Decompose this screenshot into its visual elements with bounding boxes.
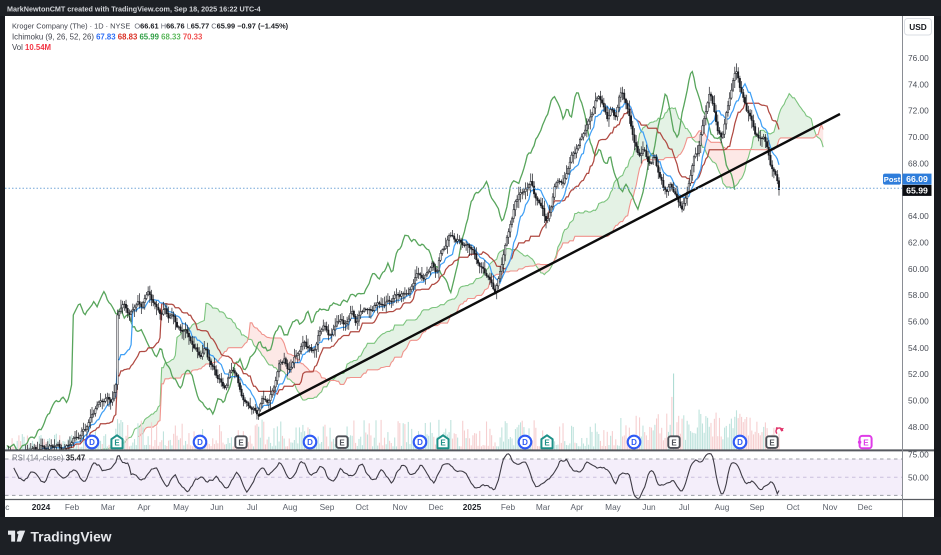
svg-text:76.00: 76.00	[908, 53, 929, 63]
svg-text:Nov: Nov	[393, 502, 409, 512]
svg-text:70.00: 70.00	[908, 132, 929, 142]
svg-text:D: D	[631, 438, 637, 447]
svg-text:E: E	[339, 439, 345, 448]
svg-text:Apr: Apr	[138, 502, 151, 512]
svg-text:52.00: 52.00	[908, 369, 929, 379]
svg-text:Sep: Sep	[750, 502, 765, 512]
svg-text:E: E	[238, 439, 244, 448]
svg-text:Apr: Apr	[571, 502, 584, 512]
svg-text:75.00: 75.00	[908, 450, 929, 460]
svg-text:D: D	[197, 438, 203, 447]
svg-text:D: D	[89, 438, 95, 447]
svg-text:48.00: 48.00	[908, 422, 929, 432]
svg-text:74.00: 74.00	[908, 79, 929, 89]
svg-text:E: E	[863, 438, 869, 447]
svg-text:E: E	[440, 439, 446, 448]
svg-text:Oct: Oct	[787, 502, 801, 512]
svg-text:D: D	[522, 438, 528, 447]
svg-text:May: May	[173, 502, 190, 512]
svg-text:Vol 10.54M: Vol 10.54M	[12, 43, 51, 52]
svg-text:Feb: Feb	[501, 502, 516, 512]
svg-text:64.00: 64.00	[908, 211, 929, 221]
svg-text:68.00: 68.00	[908, 158, 929, 168]
svg-text:Post: Post	[884, 175, 901, 184]
svg-text:Aug: Aug	[283, 502, 298, 512]
svg-text:65.99: 65.99	[906, 186, 928, 196]
svg-text:Nov: Nov	[823, 502, 839, 512]
svg-text:50.00: 50.00	[908, 396, 929, 406]
svg-text:2024: 2024	[32, 502, 51, 512]
svg-text:Jun: Jun	[642, 502, 656, 512]
svg-text:Jun: Jun	[210, 502, 224, 512]
svg-text:62.00: 62.00	[908, 237, 929, 247]
svg-text:E: E	[671, 439, 677, 448]
svg-text:D: D	[307, 438, 313, 447]
svg-text:TradingView: TradingView	[31, 530, 112, 545]
svg-text:Sep: Sep	[320, 502, 335, 512]
svg-text:Jul: Jul	[247, 502, 258, 512]
svg-text:72.00: 72.00	[908, 106, 929, 116]
svg-text:Dec: Dec	[429, 502, 444, 512]
svg-text:58.00: 58.00	[908, 290, 929, 300]
svg-text:USD: USD	[909, 22, 927, 32]
svg-text:2025: 2025	[463, 502, 482, 512]
svg-text:E: E	[544, 439, 550, 448]
svg-text:54.00: 54.00	[908, 343, 929, 353]
svg-text:60.00: 60.00	[908, 264, 929, 274]
svg-text:Dec: Dec	[858, 502, 873, 512]
svg-text:D: D	[737, 438, 743, 447]
svg-text:Aug: Aug	[715, 502, 730, 512]
svg-text:Feb: Feb	[65, 502, 80, 512]
svg-text:Oct: Oct	[356, 502, 370, 512]
svg-text:Mar: Mar	[101, 502, 116, 512]
svg-text:Jul: Jul	[679, 502, 690, 512]
svg-text:Kroger Company (The) · 1D · NY: Kroger Company (The) · 1D · NYSE O66.61 …	[12, 22, 289, 31]
svg-text:Ichimoku (9, 26, 52, 26) 67.83: Ichimoku (9, 26, 52, 26) 67.83 68.83 65.…	[12, 33, 203, 42]
svg-text:RSI (14, close) 35.47: RSI (14, close) 35.47	[12, 454, 85, 463]
svg-text:E: E	[114, 439, 120, 448]
svg-text:Mar: Mar	[536, 502, 551, 512]
svg-text:56.00: 56.00	[908, 317, 929, 327]
svg-text:66.09: 66.09	[906, 174, 928, 184]
svg-text:D: D	[417, 438, 423, 447]
svg-text:May: May	[605, 502, 622, 512]
svg-text:MarkNewtonCMT created with Tra: MarkNewtonCMT created with TradingView.c…	[7, 5, 261, 14]
svg-text:E: E	[769, 439, 775, 448]
svg-text:50.00: 50.00	[908, 472, 929, 482]
